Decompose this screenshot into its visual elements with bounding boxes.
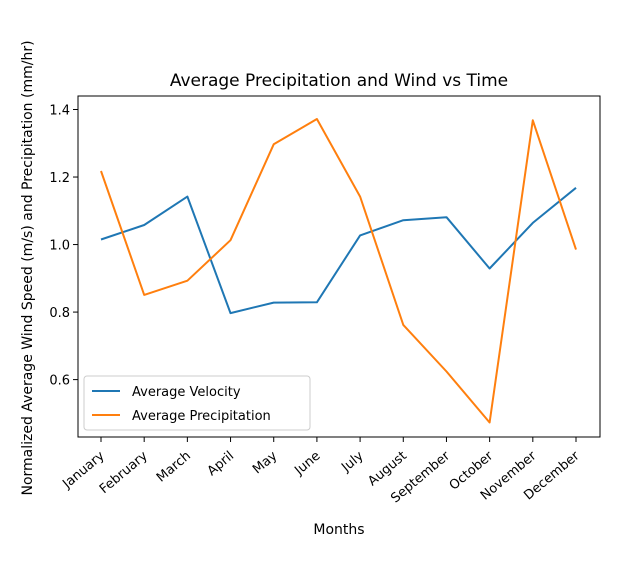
y-tick-label: 0.6 xyxy=(49,374,70,389)
x-tick-label: July xyxy=(338,448,367,475)
x-tick-label: June xyxy=(291,449,323,479)
legend-box xyxy=(83,375,311,431)
y-tick-label: 1.4 xyxy=(49,104,70,119)
series-line-1 xyxy=(100,187,577,315)
x-tick-label: May xyxy=(250,448,280,477)
y-tick-label: 0.8 xyxy=(49,306,70,321)
x-tick-label: March xyxy=(154,449,194,486)
y-tick-label: 1.0 xyxy=(49,239,70,254)
chart-title: Average Precipitation and Wind vs Time xyxy=(170,71,508,91)
x-tick-label: February xyxy=(97,448,151,497)
x-tick-label: April xyxy=(205,449,237,480)
plot-frame xyxy=(77,95,601,438)
legend-label-1: Average Velocity xyxy=(132,385,241,400)
x-axis-label: Months xyxy=(313,522,364,538)
series-line-2 xyxy=(100,118,577,424)
legend-label-2: Average Precipitation xyxy=(132,409,271,424)
y-axis-label: Normalized Average Wind Speed (m/s) and … xyxy=(20,40,36,495)
y-tick-label: 1.2 xyxy=(49,171,70,186)
